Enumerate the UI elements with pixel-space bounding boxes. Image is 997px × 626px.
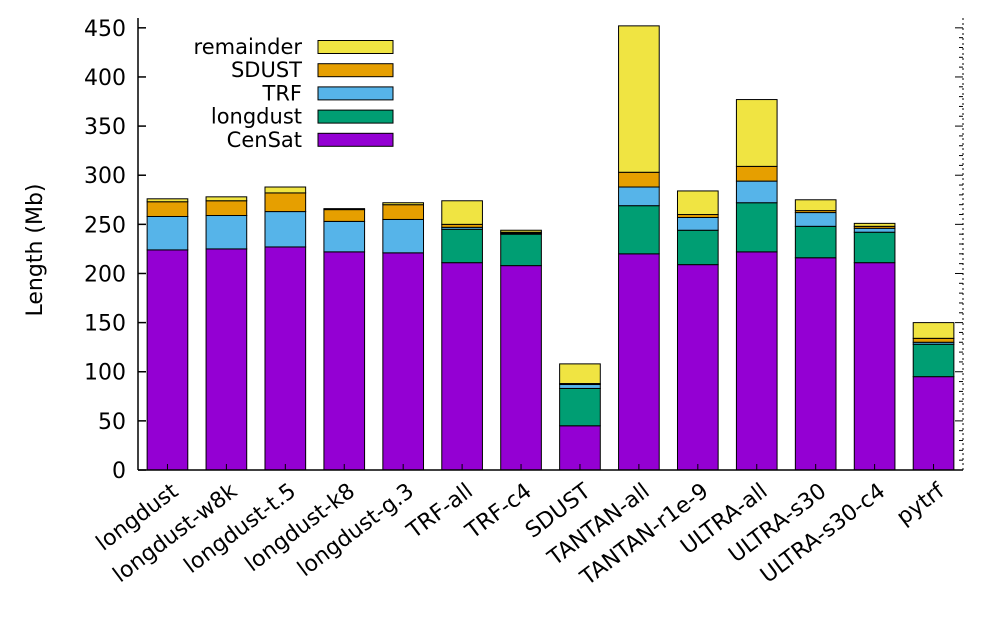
bar-segment-censat-6 xyxy=(500,265,542,471)
bar-segment-remainder-13 xyxy=(912,322,955,339)
bar-segment-censat-11 xyxy=(794,257,837,471)
x-tick-labels: longdustlongdust-w8klongdust-t.5longdust… xyxy=(92,478,950,591)
bar-segment-censat-1 xyxy=(205,248,248,471)
legend-label-trf: TRF xyxy=(262,81,303,105)
axes-layer xyxy=(137,18,964,471)
bar-segment-remainder-0 xyxy=(146,198,189,203)
bar-segment-censat-2 xyxy=(264,246,307,471)
bar-segment-remainder-3 xyxy=(323,208,366,211)
y-tick-label-150: 150 xyxy=(84,312,126,337)
bar-segment-trf-12 xyxy=(853,227,896,233)
bar-segment-remainder-8 xyxy=(618,25,660,173)
y-tick-label-350: 350 xyxy=(84,115,126,140)
bar-segment-trf-11 xyxy=(794,212,837,227)
bar-segment-sdust-13 xyxy=(912,337,955,343)
y-axis-title: Length (Mb) xyxy=(23,184,48,317)
bar-segment-sdust-10 xyxy=(735,165,778,182)
legend-label-censat: CenSat xyxy=(227,128,302,152)
y-tick-label-200: 200 xyxy=(84,262,126,287)
bar-segment-longdust-11 xyxy=(794,225,837,259)
bar-segment-longdust-9 xyxy=(676,229,719,266)
bar-segment-remainder-10 xyxy=(735,99,778,167)
bar-segment-censat-0 xyxy=(146,249,189,471)
bar-segment-censat-4 xyxy=(382,252,425,471)
y-tick-label-400: 400 xyxy=(84,66,126,91)
legend-swatch-trf xyxy=(317,86,394,101)
legend-label-longdust: longdust xyxy=(211,105,302,129)
bar-segment-remainder-5 xyxy=(441,200,483,225)
y-tick-label-100: 100 xyxy=(84,361,126,386)
bar-segment-remainder-12 xyxy=(853,222,896,227)
legend-label-remainder: remainder xyxy=(194,35,303,59)
legend-swatch-remainder xyxy=(317,40,394,54)
bar-segment-sdust-4 xyxy=(382,204,425,220)
y-tick-label-450: 450 xyxy=(84,17,126,42)
bar-segment-trf-2 xyxy=(264,211,307,248)
bar-segment-remainder-6 xyxy=(500,229,542,233)
bar-segment-longdust-10 xyxy=(735,202,778,253)
bar-segment-remainder-1 xyxy=(205,196,248,202)
bar-segment-remainder-2 xyxy=(264,186,307,194)
bar-segment-remainder-4 xyxy=(382,202,425,206)
bar-segment-censat-8 xyxy=(618,253,660,471)
bar-segment-sdust-3 xyxy=(323,209,366,222)
legend-swatch-censat xyxy=(317,132,394,147)
bar-segment-sdust-0 xyxy=(146,201,189,217)
bar-segment-trf-0 xyxy=(146,215,189,251)
y-tick-label-300: 300 xyxy=(84,164,126,189)
bar-segment-remainder-11 xyxy=(794,199,837,212)
bar-segment-trf-1 xyxy=(205,215,248,250)
bar-segment-censat-3 xyxy=(323,251,366,471)
bar-segment-longdust-5 xyxy=(441,228,483,264)
bar-segment-censat-7 xyxy=(559,425,601,471)
x-tick-label-13: pytrf xyxy=(892,478,950,530)
legend-swatch-longdust xyxy=(317,109,394,124)
y-tick-label-0: 0 xyxy=(112,459,126,484)
bar-segment-longdust-7 xyxy=(559,387,601,427)
bar-segment-trf-8 xyxy=(618,186,660,207)
y-tick-labels: 0 50 100 150 200 250 300 350 400 450 xyxy=(84,17,126,484)
bar-segment-trf-9 xyxy=(676,216,719,231)
bar-segment-longdust-13 xyxy=(912,343,955,378)
bar-segment-longdust-8 xyxy=(618,205,660,255)
x-tick-label-5: TRF-all xyxy=(402,479,478,545)
bar-segment-censat-5 xyxy=(441,262,483,471)
bar-segment-remainder-9 xyxy=(676,190,719,216)
legend-label-sdust: SDUST xyxy=(231,58,302,82)
bar-segment-longdust-12 xyxy=(853,231,896,264)
bar-segment-censat-10 xyxy=(735,251,778,471)
bar-segment-censat-9 xyxy=(676,264,719,471)
bar-segment-trf-4 xyxy=(382,218,425,254)
bar-segment-censat-13 xyxy=(912,376,955,471)
bar-segment-trf-7 xyxy=(559,384,601,389)
bar-segment-censat-12 xyxy=(853,262,896,471)
x-tick-label-6: TRF-c4 xyxy=(461,479,537,545)
legend-swatch-sdust xyxy=(317,63,394,78)
bar-segment-longdust-6 xyxy=(500,233,542,267)
bar-segment-trf-3 xyxy=(323,220,366,253)
bar-segment-sdust-2 xyxy=(264,192,307,213)
bar-segment-sdust-1 xyxy=(205,200,248,217)
y-tick-label-250: 250 xyxy=(84,213,126,238)
bar-segment-remainder-7 xyxy=(559,363,601,385)
bar-segment-trf-10 xyxy=(735,180,778,204)
y-tick-label-50: 50 xyxy=(98,410,126,435)
bar-segment-sdust-8 xyxy=(618,171,660,188)
